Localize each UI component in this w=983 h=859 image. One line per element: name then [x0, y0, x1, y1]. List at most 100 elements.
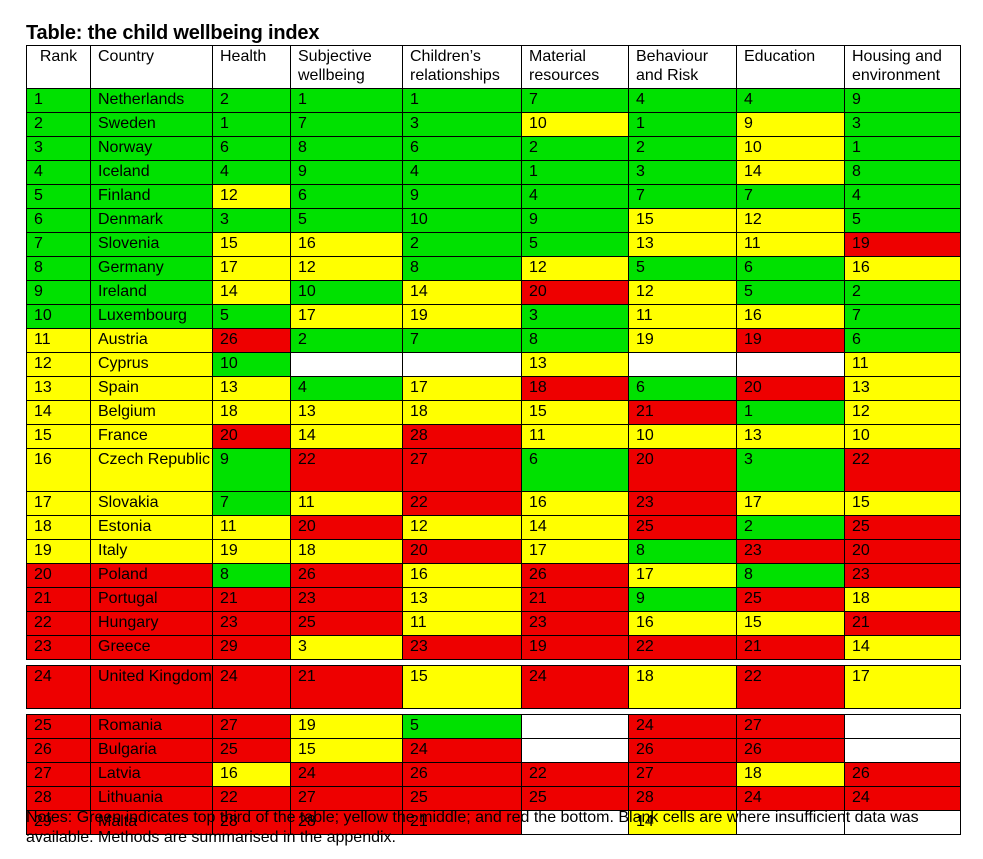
housing-and-environment-cell: 24	[844, 786, 961, 811]
table-row: 20 Poland 8 26 16 26 17 8 23	[26, 563, 961, 588]
material-resources-cell: 22	[521, 762, 629, 787]
health-cell: 6	[212, 136, 291, 161]
behaviour-and-risk-cell: 28	[628, 786, 737, 811]
table-row: 24 United Kingdom 24 21 15 24 18 22 17	[26, 665, 961, 709]
subjective-wellbeing-cell: 3	[290, 635, 403, 660]
subjective-wellbeing-cell: 25	[290, 611, 403, 636]
table-row: 11 Austria 26 2 7 8 19 19 6	[26, 328, 961, 353]
housing-and-environment-cell: 2	[844, 280, 961, 305]
housing-and-environment-cell: 23	[844, 563, 961, 588]
housing-and-environment-cell: 11	[844, 352, 961, 377]
rank-cell: 20	[26, 563, 91, 588]
material-resources-cell: 19	[521, 635, 629, 660]
health-cell: 21	[212, 587, 291, 612]
health-cell: 28	[212, 810, 291, 835]
country-cell: Slovenia	[90, 232, 213, 257]
subjective-wellbeing-cell: 8	[290, 136, 403, 161]
header-housing-and-environment: Housing and environment	[844, 45, 961, 89]
country-cell: Norway	[90, 136, 213, 161]
behaviour-and-risk-cell: 4	[628, 88, 737, 113]
subjective-wellbeing-cell: 4	[290, 376, 403, 401]
header-childrens-relationships: Children’s relationships	[402, 45, 522, 89]
country-cell: Latvia	[90, 762, 213, 787]
education-cell: 6	[736, 256, 845, 281]
education-cell: 25	[736, 587, 845, 612]
country-cell: Slovakia	[90, 491, 213, 516]
material-resources-cell: 23	[521, 611, 629, 636]
education-cell: 15	[736, 611, 845, 636]
table-row: 8 Germany 17 12 8 12 5 6 16	[26, 256, 961, 281]
behaviour-and-risk-cell: 24	[628, 714, 737, 739]
subjective-wellbeing-cell: 24	[290, 762, 403, 787]
table-row: 29 Malta 28 28 21 14	[26, 810, 961, 835]
childrens-relationships-cell: 17	[402, 376, 522, 401]
housing-and-environment-cell: 16	[844, 256, 961, 281]
rank-cell: 1	[26, 88, 91, 113]
table-row: 13 Spain 13 4 17 18 6 20 13	[26, 376, 961, 401]
housing-and-environment-cell: 22	[844, 448, 961, 492]
table-row: 6 Denmark 3 5 10 9 15 12 5	[26, 208, 961, 233]
education-cell: 5	[736, 280, 845, 305]
country-cell: Denmark	[90, 208, 213, 233]
education-cell: 7	[736, 184, 845, 209]
table-row: 4 Iceland 4 9 4 1 3 14 8	[26, 160, 961, 185]
subjective-wellbeing-cell: 2	[290, 328, 403, 353]
material-resources-cell: 9	[521, 208, 629, 233]
health-cell: 13	[212, 376, 291, 401]
material-resources-cell	[521, 738, 629, 763]
material-resources-cell: 16	[521, 491, 629, 516]
childrens-relationships-cell: 4	[402, 160, 522, 185]
material-resources-cell	[521, 714, 629, 739]
childrens-relationships-cell: 13	[402, 587, 522, 612]
table-row: 9 Ireland 14 10 14 20 12 5 2	[26, 280, 961, 305]
header-row: Rank Country Health Subjective wellbeing…	[26, 45, 961, 89]
behaviour-and-risk-cell: 9	[628, 587, 737, 612]
country-cell: Finland	[90, 184, 213, 209]
behaviour-and-risk-cell: 1	[628, 112, 737, 137]
education-cell: 24	[736, 786, 845, 811]
material-resources-cell: 17	[521, 539, 629, 564]
housing-and-environment-cell: 10	[844, 424, 961, 449]
country-cell: Hungary	[90, 611, 213, 636]
behaviour-and-risk-cell: 6	[628, 376, 737, 401]
rank-cell: 25	[26, 714, 91, 739]
housing-and-environment-cell: 18	[844, 587, 961, 612]
subjective-wellbeing-cell: 19	[290, 714, 403, 739]
housing-and-environment-cell: 3	[844, 112, 961, 137]
table-row: 18 Estonia 11 20 12 14 25 2 25	[26, 515, 961, 540]
country-cell: Malta	[90, 810, 213, 835]
health-cell: 27	[212, 714, 291, 739]
subjective-wellbeing-cell: 10	[290, 280, 403, 305]
table-row: 2 Sweden 1 7 3 10 1 9 3	[26, 112, 961, 137]
table-row: 1 Netherlands 2 1 1 7 4 4 9	[26, 88, 961, 113]
rank-cell: 11	[26, 328, 91, 353]
table-row: 5 Finland 12 6 9 4 7 7 4	[26, 184, 961, 209]
subjective-wellbeing-cell: 27	[290, 786, 403, 811]
health-cell: 23	[212, 611, 291, 636]
education-cell: 12	[736, 208, 845, 233]
behaviour-and-risk-cell: 2	[628, 136, 737, 161]
country-cell: Luxembourg	[90, 304, 213, 329]
behaviour-and-risk-cell: 16	[628, 611, 737, 636]
material-resources-cell: 21	[521, 587, 629, 612]
education-cell	[736, 810, 845, 835]
subjective-wellbeing-cell: 17	[290, 304, 403, 329]
table-row: 27 Latvia 16 24 26 22 27 18 26	[26, 762, 961, 787]
country-cell: Lithuania	[90, 786, 213, 811]
table-row: 14 Belgium 18 13 18 15 21 1 12	[26, 400, 961, 425]
subjective-wellbeing-cell	[290, 352, 403, 377]
behaviour-and-risk-cell: 19	[628, 328, 737, 353]
behaviour-and-risk-cell: 20	[628, 448, 737, 492]
housing-and-environment-cell: 19	[844, 232, 961, 257]
subjective-wellbeing-cell: 15	[290, 738, 403, 763]
childrens-relationships-cell: 26	[402, 762, 522, 787]
table-body: 1 Netherlands 2 1 1 7 4 4 9 2 Sweden 1 7 3 10 1 9 3 3 Norwa…	[26, 88, 961, 835]
education-cell: 14	[736, 160, 845, 185]
material-resources-cell: 26	[521, 563, 629, 588]
table-notes: Notes: Green indicates top third of the …	[26, 809, 919, 846]
education-cell: 16	[736, 304, 845, 329]
country-cell: Cyprus	[90, 352, 213, 377]
childrens-relationships-cell: 18	[402, 400, 522, 425]
behaviour-and-risk-cell	[628, 352, 737, 377]
subjective-wellbeing-cell: 16	[290, 232, 403, 257]
